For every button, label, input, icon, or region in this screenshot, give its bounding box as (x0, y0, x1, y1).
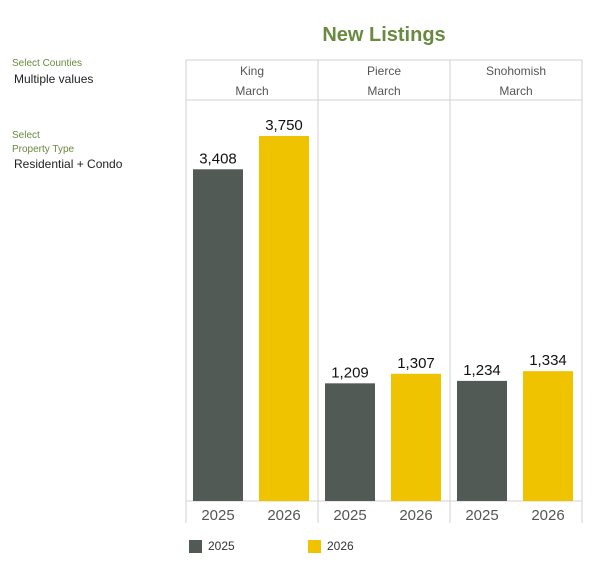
period-label: March (499, 84, 532, 98)
x-tick-label: 2025 (201, 507, 234, 524)
legend-swatch-2026 (308, 539, 321, 553)
county-name-snohomish: Snohomish (486, 64, 546, 78)
x-tick-label: 2026 (267, 507, 300, 524)
x-tick-label: 2025 (465, 507, 498, 524)
data-label-pierce-2026: 1,307 (397, 355, 435, 372)
data-label-king-2025: 3,408 (199, 150, 237, 167)
legend-item-2026[interactable]: 2026 (308, 539, 354, 553)
data-label-snohomish-2025: 1,234 (463, 362, 501, 379)
property-type-filter-value[interactable]: Residential + Condo (14, 157, 123, 171)
x-tick-label: 2026 (399, 507, 432, 524)
county-name-pierce: Pierce (367, 64, 401, 78)
property-type-filter-label-line2: Property Type (12, 144, 75, 155)
counties-filter-value[interactable]: Multiple values (14, 72, 94, 86)
data-label-pierce-2025: 1,209 (331, 364, 369, 381)
period-label: March (235, 84, 268, 98)
period-label: March (367, 84, 400, 98)
legend-item-2025[interactable]: 2025 (189, 539, 235, 553)
bar-snohomish-2025 (457, 380, 507, 501)
county-name-king: King (240, 64, 264, 78)
bar-pierce-2025 (325, 383, 375, 501)
x-tick-label: 2026 (531, 507, 564, 524)
x-tick-label: 2025 (333, 507, 366, 524)
legend-label-2025: 2025 (208, 539, 235, 553)
counties-filter-label: Select Counties (12, 58, 83, 69)
data-label-king-2026: 3,750 (265, 117, 303, 134)
bar-king-2026 (259, 136, 309, 501)
bar-pierce-2026 (391, 373, 441, 501)
bar-snohomish-2026 (523, 371, 573, 501)
bar-king-2025 (193, 169, 243, 501)
property-type-filter-label-line1: Select (12, 130, 40, 141)
legend-label-2026: 2026 (327, 539, 354, 553)
legend-swatch-2025 (189, 539, 202, 553)
data-label-snohomish-2026: 1,334 (529, 352, 567, 369)
chart-title: New Listings (322, 24, 446, 46)
